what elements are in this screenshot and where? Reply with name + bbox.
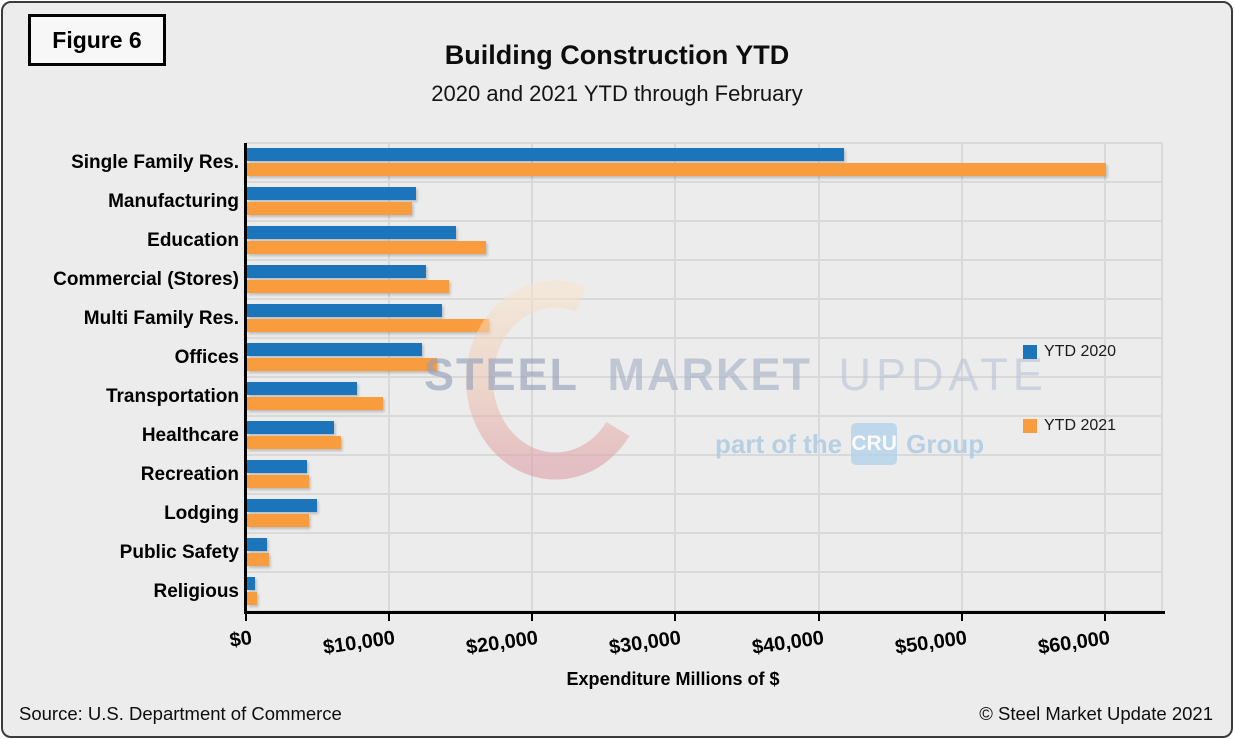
x-axis-tick: [245, 614, 247, 621]
y-axis-label: Lodging: [164, 502, 239, 524]
bar-ytd2020-lodging: [247, 498, 318, 512]
chart-title: Building Construction YTD: [444, 40, 790, 70]
y-axis-label: Manufacturing: [108, 190, 239, 212]
gridline-vertical: [817, 143, 820, 611]
bar-ytd2020-transportation: [247, 381, 358, 395]
gridline-horizontal: [246, 571, 1162, 573]
x-axis-tick: [531, 614, 534, 621]
gridline-horizontal: [246, 142, 1162, 144]
gridline-horizontal: [246, 454, 1162, 456]
watermark-wordmark: STEEL MARKET UPDATE: [424, 349, 1043, 401]
gridline-horizontal: [246, 220, 1162, 222]
x-axis-tick: [1103, 614, 1106, 621]
cru-badge: CRU: [851, 423, 898, 465]
gridline-horizontal: [246, 181, 1162, 183]
x-axis-line: [244, 611, 1165, 614]
legend-label: YTD 2020: [1044, 343, 1117, 360]
bar-ytd2021-healthcare: [247, 435, 342, 449]
y-axis-label: Commercial (Stores): [53, 268, 239, 290]
x-tick-label: $40,000: [750, 627, 826, 659]
y-axis-label: Transportation: [105, 385, 239, 407]
bar-ytd2020-manufacturing: [247, 186, 416, 200]
legend-item-ytd-2020: YTD 2020: [1023, 343, 1116, 361]
watermark-word-update: UPDATE: [838, 349, 1048, 400]
legend-label: YTD 2021: [1044, 417, 1117, 434]
copyright-note: © Steel Market Update 2021: [979, 703, 1213, 724]
bar-ytd2020-recreation: [247, 459, 308, 473]
gridline-horizontal: [246, 532, 1162, 534]
x-tick-label: $0: [227, 627, 254, 652]
bar-ytd2021-single-family-res-: [247, 162, 1106, 176]
figure-label: Figure 6: [28, 14, 166, 66]
gridline-horizontal: [246, 337, 1162, 339]
y-axis-label: Multi Family Res.: [83, 307, 239, 329]
y-axis-label: Recreation: [140, 463, 239, 485]
x-tick-label: $10,000: [321, 627, 397, 659]
y-axis-label: Offices: [174, 346, 239, 368]
x-tick-label: $50,000: [894, 627, 969, 659]
bar-ytd2021-religious: [247, 591, 258, 605]
bar-ytd2020-single-family-res-: [247, 147, 844, 161]
bar-ytd2021-recreation: [247, 474, 309, 488]
gridline-horizontal: [246, 415, 1162, 417]
x-tick-label: $60,000: [1037, 627, 1112, 659]
plot-right-border: [1161, 143, 1163, 611]
y-axis-label: Single Family Res.: [71, 151, 239, 173]
y-axis-label: Public Safety: [119, 541, 239, 563]
bar-ytd2021-multi-family-res-: [247, 318, 489, 332]
y-axis-label: Education: [147, 229, 239, 251]
gridline-horizontal: [246, 493, 1162, 495]
y-axis-label: Healthcare: [141, 424, 239, 446]
bar-ytd2020-public-safety: [247, 537, 268, 551]
x-axis-tick: [674, 614, 677, 621]
gridline-vertical: [1103, 143, 1106, 611]
bar-ytd2020-commercial-stores-: [247, 264, 426, 278]
x-tick-label: $30,000: [607, 627, 683, 659]
legend-item-ytd-2021: YTD 2021: [1023, 417, 1116, 435]
chart-subtitle: 2020 and 2021 YTD through February: [431, 81, 803, 106]
gridline-vertical: [960, 143, 963, 611]
y-axis-label: Religious: [153, 580, 239, 602]
bar-ytd2020-education: [247, 225, 456, 239]
bar-ytd2020-healthcare: [247, 420, 335, 434]
x-axis-tick: [817, 614, 820, 621]
watermark-word-market: MARKET: [607, 349, 813, 400]
bar-ytd2021-commercial-stores-: [247, 279, 449, 293]
gridline-vertical: [674, 143, 677, 611]
x-axis-tick: [388, 614, 391, 621]
bar-ytd2020-offices: [247, 342, 422, 356]
gridline-horizontal: [246, 259, 1162, 261]
gridline-vertical: [531, 143, 534, 611]
watermark-word-steel: STEEL: [424, 349, 580, 400]
bar-ytd2020-religious: [247, 576, 255, 590]
gridline-horizontal: [246, 376, 1162, 378]
gridline-vertical: [388, 143, 391, 611]
bar-ytd2021-lodging: [247, 513, 309, 527]
bar-ytd2021-education: [247, 240, 487, 254]
bar-ytd2020-multi-family-res-: [247, 303, 442, 317]
bar-ytd2021-manufacturing: [247, 201, 412, 215]
legend-swatch: [1023, 419, 1037, 433]
bar-ytd2021-transportation: [247, 396, 383, 410]
source-note: Source: U.S. Department of Commerce: [19, 703, 342, 724]
watermark-tagline: part of the CRU Group: [715, 423, 984, 465]
x-axis-title: Expenditure Millions of $: [566, 669, 780, 689]
legend-swatch: [1023, 345, 1037, 359]
gridline-horizontal: [246, 298, 1162, 300]
x-tick-label: $20,000: [464, 627, 540, 659]
bar-ytd2021-public-safety: [247, 552, 270, 566]
y-axis-line: [244, 143, 247, 614]
bar-ytd2021-offices: [247, 357, 438, 371]
x-axis-tick: [960, 614, 963, 621]
